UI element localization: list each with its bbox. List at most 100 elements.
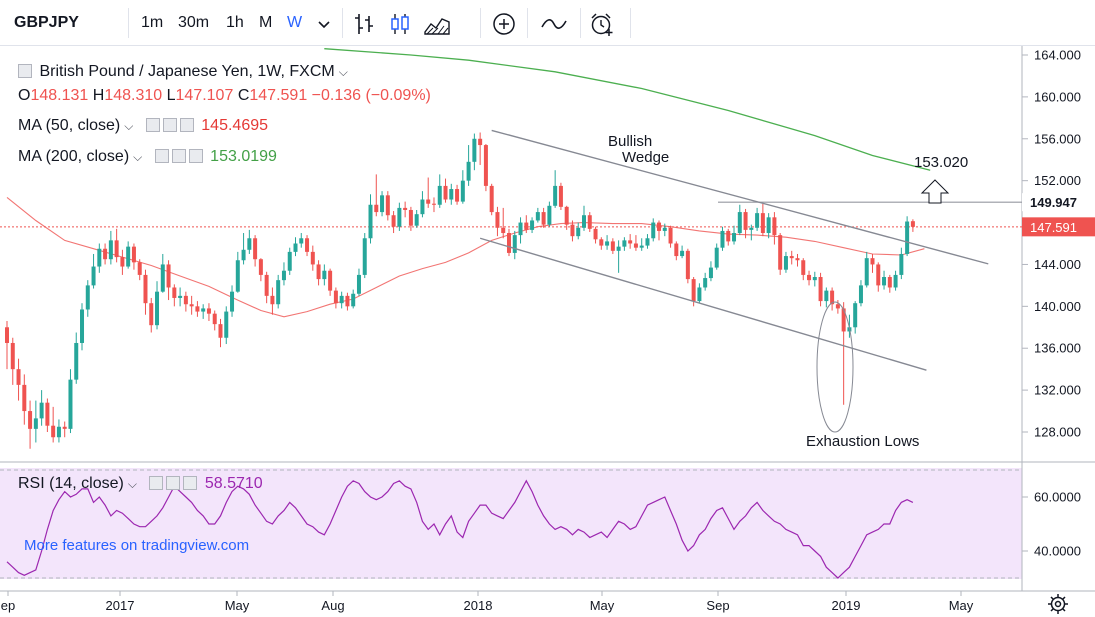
candle bbox=[328, 268, 333, 296]
candle-body bbox=[276, 280, 281, 305]
candle bbox=[668, 225, 673, 248]
series-title: British Pound / Japanese Yen, 1W, FXCM bbox=[39, 63, 335, 80]
visibility-icon[interactable] bbox=[145, 118, 160, 132]
candle-body bbox=[455, 189, 460, 202]
candle bbox=[230, 285, 235, 317]
candle-body bbox=[160, 264, 165, 292]
candle bbox=[455, 184, 460, 205]
ma50-legend[interactable]: MA (50, close) ⌵ 145.4695 bbox=[18, 117, 268, 135]
exhaustion-annotation[interactable]: Exhaustion Lows bbox=[806, 433, 920, 450]
price-chart[interactable]: 164.000160.000156.000152.000148.000144.0… bbox=[0, 46, 1095, 617]
candles[interactable] bbox=[5, 132, 915, 449]
candle-body bbox=[899, 253, 904, 275]
remove-icon[interactable] bbox=[188, 149, 203, 163]
candle-body bbox=[812, 277, 817, 281]
candle-body bbox=[882, 277, 887, 286]
wedge-annotation-line1[interactable]: Bullish bbox=[608, 133, 653, 150]
chevron-down-icon[interactable] bbox=[312, 10, 336, 38]
settings-icon[interactable] bbox=[171, 149, 186, 163]
symbol-search[interactable]: GBPJPY bbox=[14, 14, 79, 31]
area-chart-icon[interactable] bbox=[422, 10, 452, 38]
candle bbox=[178, 287, 183, 307]
candlestick-icon[interactable] bbox=[386, 10, 414, 38]
candle bbox=[553, 170, 558, 208]
visibility-icon[interactable] bbox=[149, 476, 164, 490]
chevron-down-icon[interactable]: ⌵ bbox=[338, 65, 348, 79]
candle-body bbox=[610, 241, 615, 251]
visibility-icon[interactable] bbox=[154, 149, 169, 163]
candle-body bbox=[830, 290, 835, 305]
candle-body bbox=[703, 278, 708, 288]
candle bbox=[720, 226, 725, 251]
candle bbox=[10, 337, 15, 385]
candle-body bbox=[356, 274, 361, 294]
candle bbox=[131, 243, 136, 270]
remove-icon[interactable] bbox=[183, 476, 198, 490]
ma200-legend[interactable]: MA (200, close) ⌵ 153.0199 bbox=[18, 148, 277, 166]
candle-body bbox=[737, 212, 742, 234]
chevron-down-icon[interactable]: ⌵ bbox=[133, 150, 143, 164]
interval-1h[interactable]: 1h bbox=[226, 14, 244, 31]
candle bbox=[564, 205, 569, 230]
candle bbox=[743, 208, 748, 239]
remove-icon[interactable] bbox=[179, 118, 194, 132]
candle-body bbox=[651, 222, 656, 239]
candle bbox=[443, 178, 448, 203]
candle-body bbox=[218, 324, 223, 338]
series-legend[interactable]: British Pound / Japanese Yen, 1W, FXCM ⌵ bbox=[18, 63, 348, 81]
candle bbox=[478, 132, 483, 165]
candle-body bbox=[253, 238, 258, 260]
target-arrow-icon[interactable] bbox=[920, 179, 950, 204]
interval-w[interactable]: W bbox=[287, 14, 303, 31]
candle-body bbox=[426, 199, 431, 204]
ma50-line[interactable] bbox=[6, 196, 925, 318]
candle-body bbox=[172, 287, 177, 298]
candle bbox=[726, 228, 731, 246]
candle bbox=[512, 230, 517, 260]
ma200-label: MA (200, close) bbox=[18, 148, 130, 165]
promo-link[interactable]: More features on tradingview.com bbox=[24, 537, 250, 554]
candle bbox=[460, 170, 465, 204]
indicators-icon[interactable] bbox=[538, 10, 570, 38]
candle bbox=[541, 207, 546, 228]
interval-m[interactable]: M bbox=[259, 14, 273, 31]
candle-body bbox=[708, 267, 713, 279]
candle bbox=[362, 233, 367, 279]
candle-body bbox=[772, 217, 777, 236]
chevron-down-icon[interactable]: ⌵ bbox=[127, 477, 137, 491]
target-annotation[interactable]: 153.020 bbox=[914, 154, 969, 171]
toolbar-separator bbox=[342, 8, 343, 38]
ma200-line[interactable] bbox=[324, 48, 931, 171]
chevron-down-icon[interactable]: ⌵ bbox=[124, 119, 134, 133]
candle-body bbox=[328, 270, 333, 291]
candle-body bbox=[33, 418, 38, 429]
rsi-legend[interactable]: RSI (14, close) ⌵ 58.5710 bbox=[18, 475, 263, 493]
candle bbox=[39, 390, 44, 426]
alert-clock-icon[interactable] bbox=[588, 10, 616, 38]
candle bbox=[830, 287, 835, 311]
candle-body bbox=[720, 230, 725, 248]
candle-body bbox=[149, 303, 154, 326]
time-axis-labels: ep 2017 May Aug 2018 May Sep 2019 May bbox=[1, 591, 974, 613]
settings-gear-icon[interactable] bbox=[1048, 594, 1068, 614]
candle bbox=[224, 306, 229, 345]
settings-icon[interactable] bbox=[162, 118, 177, 132]
interval-1m[interactable]: 1m bbox=[141, 14, 164, 31]
bar-chart-icon[interactable] bbox=[350, 10, 378, 38]
rsi-line[interactable] bbox=[6, 479, 914, 579]
candle-body bbox=[68, 379, 73, 429]
candle-body bbox=[5, 327, 9, 343]
wedge-annotation-line2[interactable]: Wedge bbox=[622, 149, 670, 166]
collapse-icon[interactable] bbox=[18, 64, 32, 78]
candle bbox=[812, 271, 817, 287]
exhaustion-ellipse[interactable] bbox=[816, 301, 854, 433]
wedge-upper-line[interactable] bbox=[491, 129, 989, 265]
candle bbox=[310, 245, 315, 271]
compare-plus-icon[interactable] bbox=[490, 10, 518, 38]
candle-body bbox=[74, 342, 79, 380]
rsi-tick-label: 40.0000 bbox=[1034, 544, 1081, 559]
settings-icon[interactable] bbox=[166, 476, 181, 490]
price-tick-label: 140.000 bbox=[1034, 299, 1081, 314]
candle-body bbox=[841, 308, 846, 332]
interval-30m[interactable]: 30m bbox=[178, 14, 210, 31]
